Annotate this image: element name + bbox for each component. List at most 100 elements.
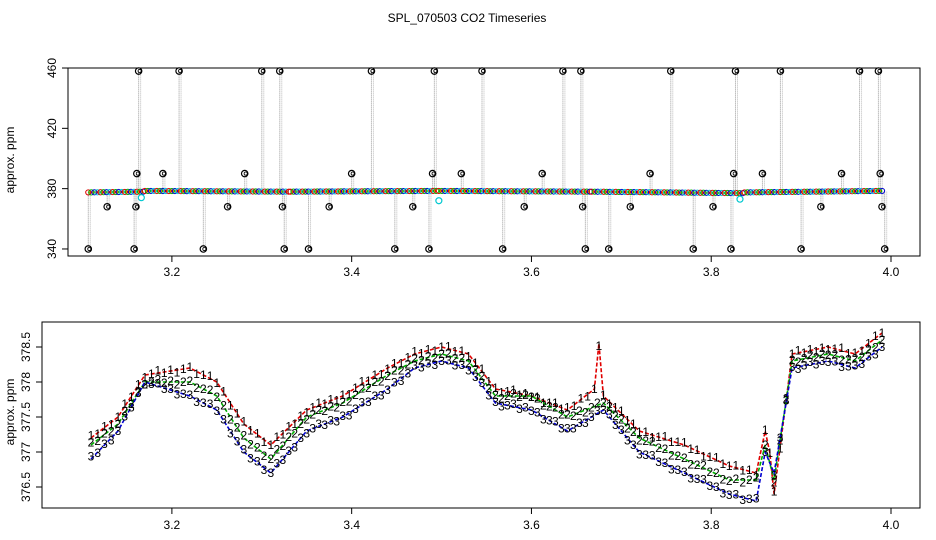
series-3-marker: 3 — [479, 376, 486, 390]
series-1-marker: 1 — [220, 384, 227, 398]
series-1-marker: 1 — [346, 387, 353, 401]
baseline-marker — [493, 188, 500, 195]
series-3-marker: 3 — [352, 402, 359, 416]
series-3-marker: 3 — [504, 398, 511, 412]
series-1-marker: 1 — [161, 366, 168, 380]
top-x-tick-label: 3.2 — [164, 265, 181, 279]
baseline-marker — [326, 188, 333, 195]
series-2-marker: 2 — [510, 387, 517, 401]
baseline-marker — [267, 188, 274, 195]
series-3-marker: 3 — [858, 357, 865, 371]
spike-marker — [646, 169, 654, 178]
baseline-marker — [210, 188, 217, 195]
series-1-marker: 1 — [391, 356, 398, 370]
baseline-marker — [118, 188, 125, 196]
baseline-marker — [600, 188, 607, 195]
series-1-marker: 1 — [309, 401, 316, 415]
series-2-marker: 2 — [431, 351, 438, 365]
baseline-marker — [121, 188, 128, 196]
baseline-marker — [367, 188, 374, 195]
series-1-marker: 1 — [630, 417, 637, 431]
series-2-marker: 2 — [359, 382, 366, 396]
spike-marker — [520, 202, 529, 211]
baseline-marker — [456, 187, 464, 195]
series-3-marker: 3 — [404, 366, 411, 380]
series-2-marker: 2 — [719, 472, 726, 486]
baseline-marker — [216, 188, 223, 195]
baseline-marker — [511, 188, 518, 195]
series-2-marker: 2 — [642, 434, 649, 448]
baseline-marker — [594, 188, 601, 195]
baseline-marker — [343, 188, 351, 195]
series-2-marker: 2 — [445, 346, 452, 360]
series-2-marker: 2 — [753, 471, 760, 485]
top-x-axis: 3.2 3.4 3.6 3.8 4.0 — [164, 256, 900, 279]
spike-marker — [837, 169, 846, 178]
spike-marker-inner — [761, 171, 766, 176]
series-3-marker: 3 — [303, 426, 310, 440]
top-spike-markers — [84, 67, 889, 253]
baseline-marker — [364, 188, 371, 195]
baseline-marker — [290, 188, 297, 195]
series-2-marker: 2 — [498, 391, 505, 405]
baseline-marker — [317, 188, 324, 195]
baseline-marker — [846, 188, 853, 195]
baseline-marker — [854, 188, 862, 195]
baseline-marker — [556, 188, 563, 195]
series-2-marker: 2 — [240, 429, 247, 443]
series-3-marker: 3 — [154, 377, 161, 391]
baseline-marker — [103, 189, 110, 196]
baseline-marker — [715, 189, 722, 197]
baseline-marker — [323, 188, 330, 195]
baseline-marker — [651, 189, 659, 196]
baseline-marker — [287, 188, 294, 195]
series-2-marker: 2 — [570, 409, 577, 423]
spike-marker — [103, 202, 111, 211]
baseline-marker — [490, 188, 497, 195]
spike-marker-inner — [307, 246, 312, 251]
spike-marker-inner — [561, 69, 566, 74]
series-1-marker: 1 — [662, 430, 669, 444]
spike-marker — [478, 67, 486, 75]
series-3-marker: 3 — [418, 361, 425, 375]
baseline-marker — [747, 189, 754, 196]
baseline-marker — [88, 189, 95, 196]
series-1-marker: 1 — [213, 376, 220, 390]
baseline-marker — [165, 187, 172, 195]
series-1-marker: 1 — [578, 391, 585, 405]
series-1-marker: 1 — [425, 342, 432, 356]
series-3-marker: 3 — [694, 472, 701, 486]
series-1-marker: 1 — [321, 397, 328, 411]
series-2-marker: 2 — [552, 401, 559, 415]
series-2-marker: 2 — [594, 396, 601, 410]
series-1-marker: 1 — [148, 367, 155, 381]
series-2-marker: 2 — [522, 388, 529, 402]
series-3-marker: 3 — [465, 363, 472, 377]
series-1-marker: 1 — [135, 377, 142, 391]
series-2-marker: 2 — [220, 398, 227, 412]
bottom-x-tick-label: 3.4 — [343, 518, 360, 532]
baseline-marker — [418, 187, 425, 195]
spike-marker-inner — [202, 246, 207, 251]
series-1-marker: 1 — [858, 344, 865, 358]
series-1-marker: 1 — [384, 362, 391, 376]
series-1-marker: 1 — [831, 342, 838, 356]
baseline-marker — [183, 188, 190, 195]
series-3-marker: 3 — [378, 388, 385, 402]
series-1-marker: 1 — [618, 404, 625, 418]
series-2-marker: 2 — [391, 363, 398, 377]
baseline-marker — [258, 188, 265, 195]
series-1-marker: 1 — [291, 417, 298, 431]
baseline-marker — [237, 188, 244, 195]
series-3-marker: 3 — [777, 431, 784, 445]
spike-marker-inner — [883, 246, 888, 251]
baseline-marker — [813, 188, 820, 195]
baseline-marker — [487, 188, 494, 195]
spike-marker — [347, 169, 356, 178]
series-2-marker: 2 — [564, 408, 571, 422]
baseline-marker — [553, 188, 560, 195]
series-2-marker: 2 — [174, 377, 181, 391]
baseline-marker — [385, 188, 392, 195]
series-1-marker: 1 — [552, 396, 559, 410]
